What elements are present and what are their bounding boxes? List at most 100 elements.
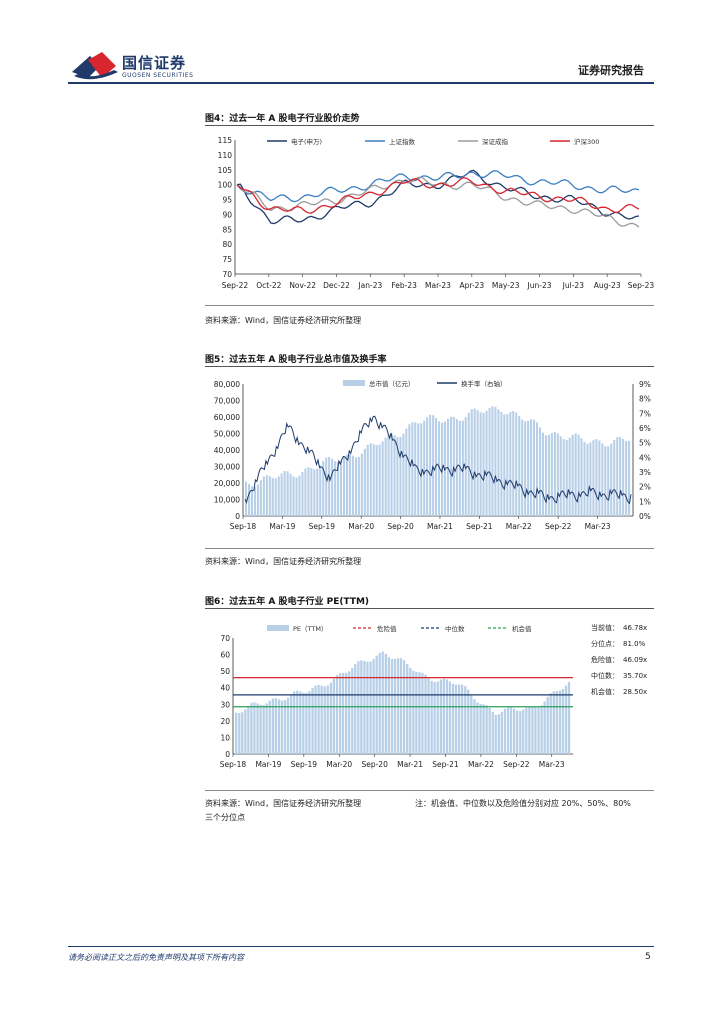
market-cap-bar (452, 417, 455, 516)
y-tick-label: 20 (220, 717, 230, 726)
market-cap-bar (586, 443, 589, 516)
y-tick-label: 115 (218, 136, 233, 145)
market-cap-bar (530, 419, 533, 516)
pe-bar (534, 707, 537, 754)
market-cap-bar (625, 441, 628, 516)
chart-pe-ttm: PE（TTM） 危险值 中位数 机会值 70 60 50 40 30 20 10 0 Sep-18 M… (220, 623, 647, 769)
pe-bar (375, 655, 378, 754)
stat-label: 机会值： (591, 687, 619, 696)
market-cap-bar (274, 478, 277, 516)
pe-bar (528, 706, 531, 754)
market-cap-bar (524, 421, 527, 516)
pe-bar (418, 672, 421, 754)
pe-bar (436, 681, 439, 754)
x-tick-label: Mar-22 (468, 760, 494, 769)
pe-bar (412, 670, 415, 754)
pe-bar (494, 714, 497, 754)
x-tick-label: Apr-23 (459, 281, 484, 290)
y2-tick-label: 5% (639, 439, 651, 448)
pe-bar (561, 688, 565, 754)
y-tick-label: 110 (218, 151, 233, 160)
market-cap-bar (414, 422, 417, 516)
x-tick-label: Feb-23 (391, 281, 417, 290)
figure-6-top-rule (205, 608, 654, 609)
market-cap-bar (595, 439, 598, 516)
series-lines (236, 169, 640, 228)
market-cap-bar (301, 471, 304, 516)
market-cap-bar (250, 486, 253, 516)
y2-tick-label: 8% (639, 395, 651, 404)
pe-bar (567, 681, 571, 754)
legend-label: 总市值（亿元） (369, 379, 415, 388)
pe-bar (448, 681, 452, 754)
x-tick-label: Sep-22 (503, 760, 530, 769)
pe-bar (244, 709, 247, 754)
market-cap-bar (622, 439, 625, 516)
figure-6-bottom-rule (205, 790, 654, 791)
pe-bar (335, 675, 339, 754)
pe-bar (464, 686, 467, 754)
market-cap-bar (509, 412, 512, 516)
pe-bar (262, 705, 265, 754)
x-axis: Sep-18 Mar-19 Sep-19 Mar-20 Sep-20 Mar-21 Sep-… (230, 515, 633, 531)
pe-bar (406, 664, 409, 754)
market-cap-bar (378, 444, 381, 516)
x-tick-label: Dec-22 (323, 281, 350, 290)
pe-bar (424, 674, 427, 754)
market-cap-bar (518, 415, 521, 516)
market-cap-bar (565, 439, 568, 516)
market-cap-bar (497, 409, 500, 516)
pe-bar (357, 661, 360, 754)
pe-bar (409, 668, 412, 754)
stat-label: 当前值： (591, 623, 619, 632)
market-cap-bar (248, 483, 251, 516)
figure-6-note: 注：机会值、中位数以及危险值分别对应 20%、50%、80% (415, 799, 631, 808)
x-tick-label: Jun-23 (527, 281, 552, 290)
figure-6-title: 图6：过去五年 A 股电子行业 PE(TTM) (205, 597, 370, 607)
market-cap-bar (571, 434, 574, 516)
pe-bar (280, 700, 284, 754)
pe-bar (369, 661, 372, 754)
legend-label: 电子(申万) (291, 137, 322, 146)
x-tick-label: Mar-19 (269, 522, 295, 531)
series-line (236, 169, 640, 225)
pe-bar (366, 661, 369, 754)
market-cap-bar (265, 475, 268, 516)
market-cap-bar (616, 437, 619, 516)
market-cap-bar (256, 484, 259, 516)
stat-value: 81.0% (623, 640, 646, 648)
y-tick-label: 70 (220, 634, 230, 643)
y2-tick-label: 1% (639, 497, 651, 506)
pe-bar (271, 698, 274, 754)
stat-value: 35.70x (623, 672, 647, 680)
market-cap-bar (464, 417, 467, 516)
pe-bar (470, 694, 473, 754)
market-cap-bar (604, 446, 607, 516)
market-cap-bar (488, 408, 491, 516)
y-tick-label: 60 (220, 651, 230, 660)
market-cap-bar (334, 461, 337, 516)
pe-bar (503, 708, 507, 754)
x-tick-label: Jul-23 (562, 281, 585, 290)
market-cap-bar (289, 473, 292, 516)
market-cap-bar (601, 443, 604, 516)
x-tick-label: Mar-20 (348, 522, 374, 531)
market-cap-bar (262, 476, 265, 516)
market-cap-bar (259, 480, 262, 516)
pe-bar (555, 691, 558, 754)
market-cap-bar (473, 408, 476, 516)
pe-bar (363, 661, 366, 754)
market-cap-bar (521, 419, 524, 516)
header-rule (68, 82, 654, 84)
y-tick-label: 100 (218, 181, 233, 190)
x-tick-label: Sep-23 (628, 281, 654, 290)
stat-label: 分位点： (591, 639, 619, 648)
market-cap-bar (384, 437, 387, 516)
y-tick-label: 10 (220, 733, 230, 742)
y2-tick-label: 2% (639, 483, 651, 492)
y-tick-label: 75 (222, 255, 232, 264)
market-cap-bar (280, 473, 283, 516)
market-cap-bar (245, 481, 248, 516)
y-tick-label: 20,000 (214, 479, 240, 488)
logo: 国信证券 GUOSEN SECURITIES (68, 50, 208, 84)
